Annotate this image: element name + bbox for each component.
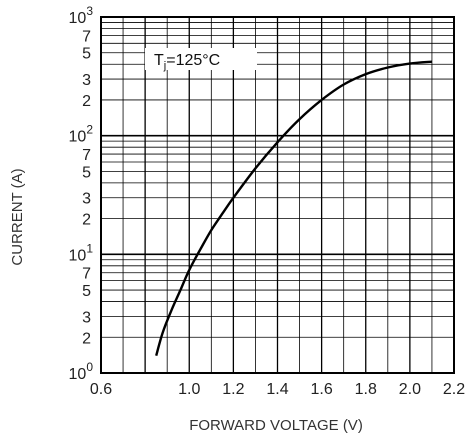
y-decade-label: 100 (69, 360, 94, 383)
plot-frame (100, 16, 455, 374)
x-tick-label: 1.0 (178, 381, 200, 398)
x-tick-label: 1.4 (266, 381, 288, 398)
x-tick-label: 0.6 (90, 381, 112, 398)
y-decade-exponent: 3 (86, 4, 93, 18)
temperature-annotation: Tj=125°C (145, 48, 257, 72)
y-tick-label: 3 (82, 72, 91, 89)
y-tick-label: 7 (82, 266, 91, 283)
y-decade-label: 102 (69, 123, 94, 146)
annotation-label: Tj=125°C (154, 52, 220, 72)
series-curve (155, 60, 432, 357)
y-axis-label: CURRENT (A) (9, 168, 26, 265)
y-decade-label: 103 (69, 4, 94, 27)
x-tick-label: 1.6 (311, 381, 333, 398)
x-tick-label: 2.2 (443, 381, 465, 398)
annotation-background (145, 48, 257, 70)
y-tick-label: 5 (82, 283, 91, 300)
y-decade-base: 10 (69, 247, 87, 264)
annotation-subscript: j (163, 60, 166, 72)
x-tick-label: 1.2 (222, 381, 244, 398)
y-tick-label: 2 (82, 93, 91, 110)
y-tick-label: 5 (82, 46, 91, 63)
y-decade-base: 10 (69, 10, 87, 27)
y-tick-label: 3 (82, 309, 91, 326)
chart-grid (101, 17, 454, 373)
y-tick-label: 5 (82, 164, 91, 181)
y-decade-exponent: 2 (86, 123, 93, 137)
y-tick-label: 3 (82, 191, 91, 208)
y-decade-label: 101 (69, 241, 94, 264)
y-tick-label: 7 (82, 28, 91, 45)
y-tick-label: 7 (82, 147, 91, 164)
x-tick-label: 1.8 (355, 381, 377, 398)
y-tick-label: 2 (82, 330, 91, 347)
y-tick-label: 2 (82, 212, 91, 229)
annotation-suffix: =125°C (166, 52, 220, 69)
x-tick-labels: 0.6 1.0 1.2 1.4 1.6 1.8 2.0 2.2 (90, 381, 465, 398)
y-decade-base: 10 (69, 366, 87, 383)
y-decade-base: 10 (69, 129, 87, 146)
x-axis-label: FORWARD VOLTAGE (V) (189, 417, 363, 434)
y-decade-exponent: 0 (86, 360, 93, 374)
annotation-prefix: T (154, 52, 164, 69)
x-tick-label: 2.0 (399, 381, 421, 398)
y-decade-exponent: 1 (86, 241, 93, 255)
